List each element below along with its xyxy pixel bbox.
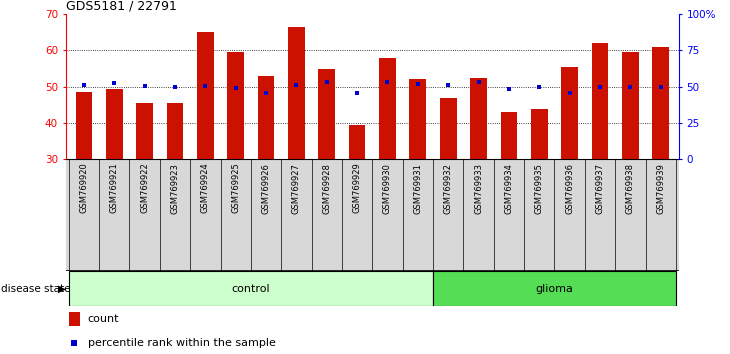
Bar [288,27,304,159]
Bar [591,43,608,159]
Bar [561,67,578,159]
Bar [69,271,433,306]
Text: GDS5181 / 22791: GDS5181 / 22791 [66,0,177,13]
Bar [137,103,153,159]
Text: GSM769924: GSM769924 [201,162,210,213]
Bar [258,76,274,159]
Text: disease state: disease state [1,284,70,293]
Text: GSM769921: GSM769921 [110,162,119,213]
Bar [379,58,396,159]
Bar [470,78,487,159]
Text: GSM769920: GSM769920 [80,162,88,213]
Text: percentile rank within the sample: percentile rank within the sample [88,338,276,348]
Bar [166,103,183,159]
Text: GSM769923: GSM769923 [171,162,180,213]
Bar [197,32,214,159]
Bar [76,92,92,159]
Text: control: control [231,284,270,293]
Bar [433,271,676,306]
Text: GSM769934: GSM769934 [504,162,513,213]
Text: GSM769927: GSM769927 [292,162,301,213]
Bar [653,47,669,159]
Bar [349,125,366,159]
Bar [318,69,335,159]
Text: GSM769932: GSM769932 [444,162,453,213]
Text: GSM769928: GSM769928 [322,162,331,213]
Bar [501,112,518,159]
Text: GSM769939: GSM769939 [656,162,665,213]
Bar [622,52,639,159]
Text: GSM769930: GSM769930 [383,162,392,213]
Text: count: count [88,314,119,324]
Text: glioma: glioma [536,284,573,293]
Text: GSM769935: GSM769935 [535,162,544,213]
Text: GSM769933: GSM769933 [474,162,483,214]
Text: GSM769936: GSM769936 [565,162,574,214]
Text: GSM769922: GSM769922 [140,162,149,213]
Bar [106,88,123,159]
Text: GSM769938: GSM769938 [626,162,635,214]
Bar [440,98,456,159]
Text: ▶: ▶ [58,284,66,293]
Bar [69,312,80,326]
Bar [410,80,426,159]
Text: GSM769937: GSM769937 [596,162,604,214]
Text: GSM769931: GSM769931 [413,162,423,213]
Text: GSM769925: GSM769925 [231,162,240,213]
Text: GSM769926: GSM769926 [261,162,271,213]
Bar [531,108,548,159]
Bar [227,52,244,159]
Text: GSM769929: GSM769929 [353,162,361,213]
